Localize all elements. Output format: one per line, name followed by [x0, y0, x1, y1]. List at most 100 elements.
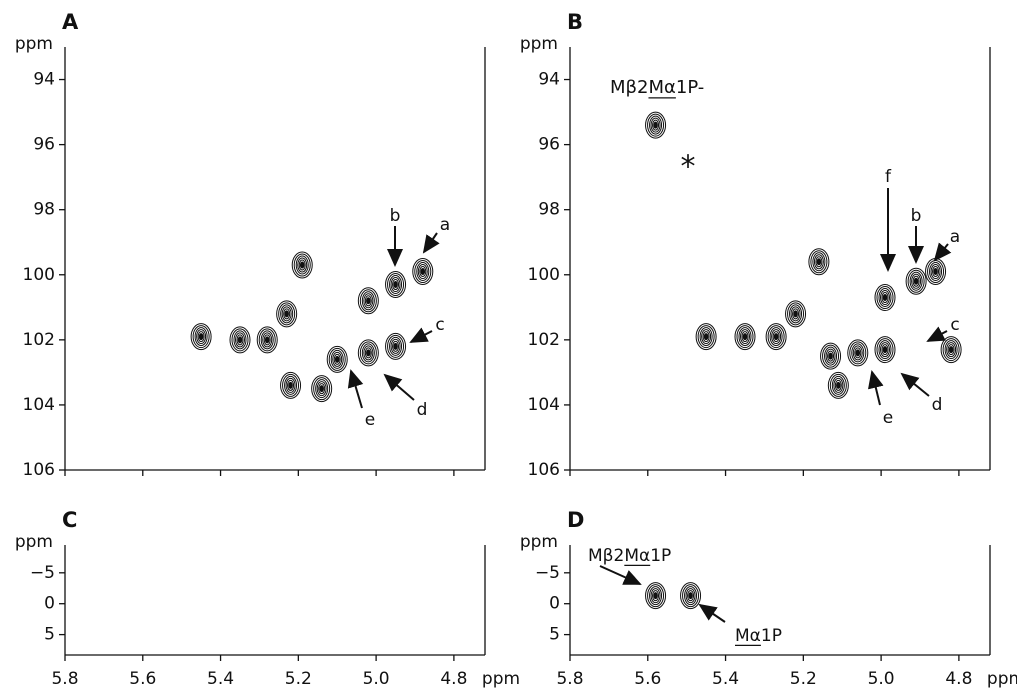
y-tick-label: 104 [23, 395, 55, 415]
contour-ring [276, 300, 298, 328]
contour-ring [765, 323, 787, 351]
contour-ring [363, 293, 374, 309]
contour-ring [393, 342, 398, 350]
contour-ring [359, 341, 377, 365]
x-tick-label: 4.8 [945, 669, 972, 689]
annotation: b [390, 206, 401, 226]
contour-ring [332, 351, 343, 367]
contour-ring [357, 339, 379, 367]
contour-ring [849, 341, 867, 365]
contour-ring [194, 327, 208, 347]
y-tick-label: 102 [23, 330, 55, 350]
contour-ring [940, 336, 962, 364]
contour-ring [836, 381, 841, 389]
contour-ring [196, 329, 207, 345]
y-axis-label: ppm [15, 34, 53, 54]
y-tick-label: 106 [528, 460, 560, 480]
contour-ring [792, 308, 800, 320]
contour-ring [389, 336, 403, 356]
contour-ring [288, 381, 293, 389]
contour-ring [912, 275, 920, 287]
contour-ring [854, 347, 862, 359]
contour-ring [942, 338, 960, 362]
x-tick-label: 4.8 [440, 669, 467, 689]
y-axis-label: ppm [520, 34, 558, 54]
peak [385, 271, 407, 299]
contour-ring [385, 332, 407, 360]
contour-ring [834, 379, 842, 391]
contour-ring [876, 286, 894, 310]
contour-ring [734, 323, 756, 351]
panel-title: B [567, 10, 583, 34]
annotation: c [950, 315, 959, 335]
contour-ring [361, 291, 375, 311]
contour-ring [361, 343, 375, 363]
contour-ring [881, 344, 889, 356]
contour-ring [297, 257, 308, 273]
annotation: a [950, 227, 960, 247]
contour-ring [420, 268, 426, 276]
peak [680, 582, 702, 610]
contour-ring [874, 284, 896, 312]
contour-ring [363, 345, 374, 361]
contour-ring [767, 325, 785, 349]
contour-ring [233, 330, 247, 350]
contour-ring [932, 266, 940, 278]
peak [291, 251, 313, 279]
peak [190, 323, 212, 351]
annotation: a [440, 215, 450, 235]
arrow [409, 327, 433, 343]
contour-ring [820, 342, 842, 370]
contour-ring [293, 253, 311, 277]
peak [645, 582, 667, 610]
contour-ring [326, 345, 348, 373]
panel-title: D [567, 508, 584, 532]
contour-ring [192, 325, 210, 349]
annotation: e [883, 408, 893, 428]
annotation: f [885, 167, 892, 187]
contour-ring [364, 295, 372, 307]
contour-ring [198, 333, 204, 341]
arrow [422, 232, 440, 254]
contour-ring [685, 588, 696, 604]
contour-ring [236, 334, 244, 346]
contour-ring [911, 273, 922, 289]
y-tick-label: 5 [549, 625, 560, 645]
peak [256, 326, 278, 354]
contour-ring [880, 342, 890, 358]
contour-ring [824, 346, 838, 366]
contour-ring [387, 273, 405, 297]
x-tick-label: 5.4 [712, 669, 739, 689]
contour-ring [827, 371, 849, 399]
x-axis-label: ppm [482, 669, 520, 689]
contour-ring [650, 117, 661, 133]
contour-ring [229, 326, 251, 354]
contour-ring [319, 385, 324, 393]
annotation: Mα1P [735, 626, 782, 646]
y-tick-label: 98 [538, 200, 560, 220]
contour-ring [772, 331, 780, 343]
contour-ring [295, 255, 309, 275]
contour-ring [390, 277, 401, 293]
contour-ring [190, 323, 212, 351]
contour-ring [282, 373, 300, 397]
x-tick-label: 5.0 [363, 669, 390, 689]
contour-ring [822, 344, 840, 368]
peak [229, 326, 251, 354]
contour-ring [878, 288, 892, 308]
y-tick-label: 96 [538, 135, 560, 155]
contour-ring [649, 115, 663, 135]
contour-ring [645, 582, 667, 610]
peak [276, 300, 298, 328]
contour-ring [933, 268, 938, 276]
contour-ring [695, 323, 717, 351]
contour-ring [256, 326, 278, 354]
contour-ring [680, 582, 702, 610]
y-tick-label: 94 [33, 70, 55, 90]
contour-ring [947, 344, 955, 356]
contour-ring [905, 267, 927, 295]
contour-ring [738, 327, 752, 347]
contour-ring [773, 333, 779, 341]
contour-ring [881, 292, 889, 304]
